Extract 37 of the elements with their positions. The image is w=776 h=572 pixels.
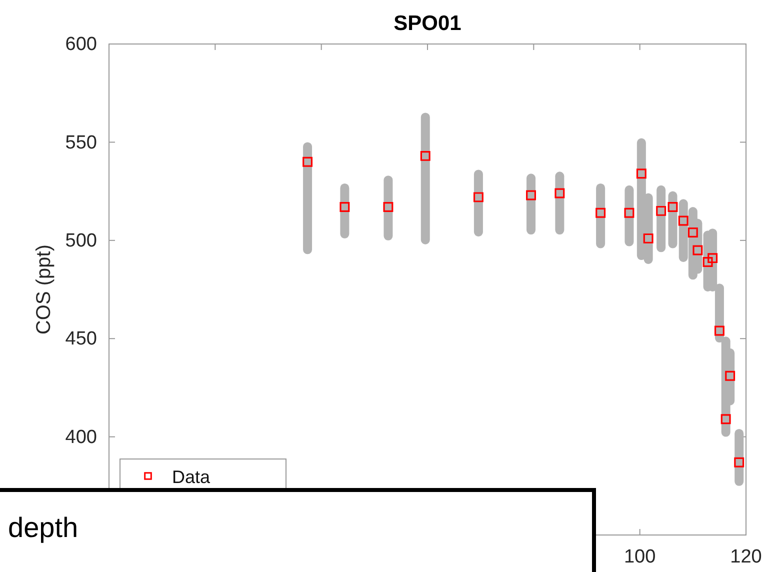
point — [708, 253, 718, 264]
y-tick-label: 400 — [65, 426, 97, 448]
y-axis-title: COS (ppt) — [33, 244, 55, 335]
x-tick-label: 100 — [624, 546, 656, 568]
point — [643, 233, 654, 244]
bar — [420, 112, 430, 244]
bar — [596, 183, 606, 248]
point — [302, 156, 313, 167]
point — [702, 257, 713, 267]
point — [725, 370, 736, 381]
point — [720, 414, 731, 424]
point — [688, 228, 698, 238]
chart-title: SPO01 — [394, 12, 462, 35]
bar — [303, 142, 312, 254]
point — [668, 202, 678, 212]
point — [473, 192, 484, 202]
point — [734, 457, 744, 468]
point — [636, 168, 646, 179]
point — [383, 202, 394, 212]
point — [656, 206, 666, 216]
y-tick-label: 600 — [65, 34, 97, 56]
point — [554, 188, 565, 198]
x-tick-label: 120 — [730, 546, 762, 568]
point — [596, 208, 606, 218]
point — [678, 216, 688, 226]
legend-label: Data — [172, 467, 212, 487]
x-axis-title: depth — [8, 512, 78, 543]
point — [624, 208, 634, 218]
point — [714, 326, 724, 336]
y-tick-label: 450 — [65, 328, 97, 350]
point — [420, 150, 430, 161]
point — [692, 245, 703, 256]
point — [526, 190, 536, 200]
point — [340, 202, 350, 212]
y-tick-label: 550 — [65, 132, 97, 154]
bar — [656, 185, 666, 252]
y-tick-label: 500 — [65, 230, 97, 252]
